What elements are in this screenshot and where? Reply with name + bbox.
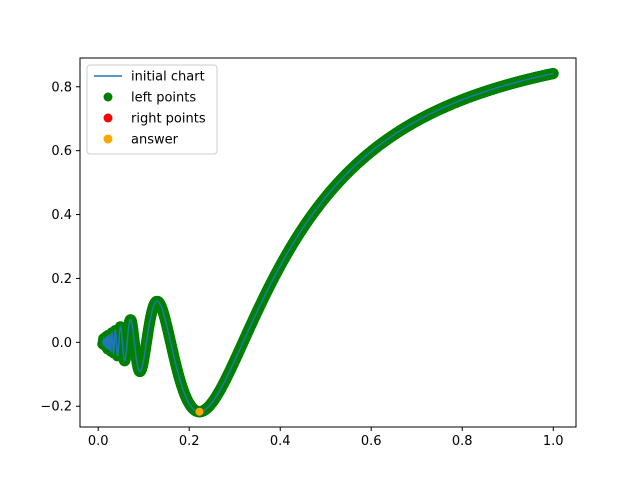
answer-series	[195, 407, 204, 416]
y-tick-label: 0.6	[51, 144, 72, 159]
x-tick-label: 0.2	[179, 434, 200, 449]
y-tick-label: 0.0	[51, 336, 72, 351]
y-tick-label: 0.2	[51, 272, 72, 287]
legend-label: answer	[131, 133, 179, 148]
initial-chart-line	[102, 72, 554, 413]
legend-label: initial chart	[131, 70, 205, 85]
legend-label: right points	[131, 112, 206, 127]
x-tick-label: 0.0	[88, 434, 109, 449]
legend-marker-swatch	[103, 134, 113, 144]
legend-marker-swatch	[103, 92, 113, 102]
x-tick-label: 0.6	[361, 434, 382, 449]
legend-box	[86, 64, 218, 155]
y-tick-label: 0.8	[51, 80, 72, 95]
x-tick-label: 1.0	[543, 434, 564, 449]
legend: initial chart left points right points answ…	[86, 64, 218, 155]
legend-marker-swatch	[103, 113, 113, 123]
x-axis: 0.0 0.2 0.4 0.6 0.8 1.0	[88, 427, 564, 449]
answer-point	[195, 407, 204, 416]
y-axis: −0.2 0.0 0.2 0.4 0.6 0.8	[40, 80, 80, 415]
x-tick-label: 0.4	[270, 434, 291, 449]
plot-frame	[79, 57, 577, 428]
y-tick-label: −0.2	[40, 400, 72, 415]
initial-chart-series	[102, 72, 554, 413]
legend-label: left points	[131, 91, 196, 106]
y-tick-label: 0.4	[51, 208, 72, 223]
x-tick-label: 0.8	[452, 434, 473, 449]
